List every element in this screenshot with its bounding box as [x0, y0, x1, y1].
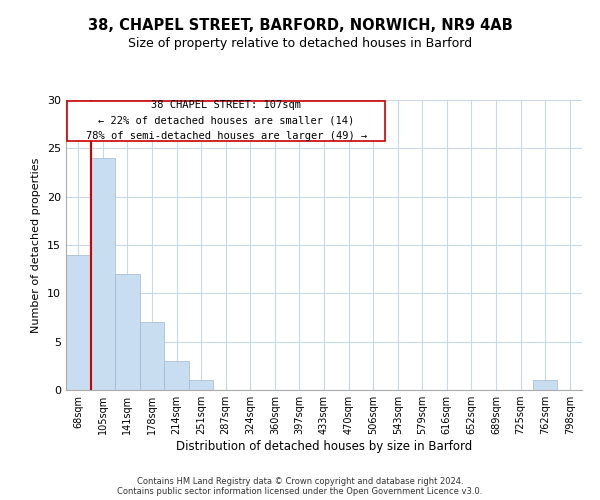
Text: 38 CHAPEL STREET: 107sqm
← 22% of detached houses are smaller (14)
78% of semi-d: 38 CHAPEL STREET: 107sqm ← 22% of detach… — [86, 100, 367, 141]
Text: Size of property relative to detached houses in Barford: Size of property relative to detached ho… — [128, 38, 472, 51]
Text: Contains HM Land Registry data © Crown copyright and database right 2024.: Contains HM Land Registry data © Crown c… — [137, 476, 463, 486]
Bar — [66, 254, 91, 390]
Y-axis label: Number of detached properties: Number of detached properties — [31, 158, 41, 332]
Bar — [91, 158, 115, 390]
Bar — [164, 361, 189, 390]
X-axis label: Distribution of detached houses by size in Barford: Distribution of detached houses by size … — [176, 440, 472, 453]
Text: 38, CHAPEL STREET, BARFORD, NORWICH, NR9 4AB: 38, CHAPEL STREET, BARFORD, NORWICH, NR9… — [88, 18, 512, 32]
FancyBboxPatch shape — [67, 101, 385, 140]
Bar — [140, 322, 164, 390]
Text: Contains public sector information licensed under the Open Government Licence v3: Contains public sector information licen… — [118, 488, 482, 496]
Bar — [189, 380, 214, 390]
Bar — [533, 380, 557, 390]
Bar — [115, 274, 140, 390]
